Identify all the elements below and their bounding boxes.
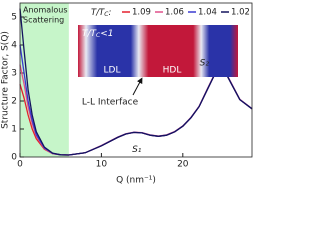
legend-title-part: : — [108, 8, 111, 18]
legend-label: 1.02 — [231, 8, 250, 18]
y-axis-label: Structure Factor, S(Q) — [1, 31, 11, 129]
highlight-label: Scattering — [23, 16, 64, 25]
legend-title-part: C — [104, 11, 109, 18]
legend-title-part: T/T — [91, 8, 105, 18]
inset-image — [78, 25, 238, 77]
x-axis-label: Q (nm⁻¹) — [116, 176, 156, 186]
inset-right-label: HDL — [163, 66, 182, 76]
plot-area: 0 10 20 0 1 2 3 4 5 — [11, 3, 253, 170]
pointer-label: L-L Interface — [82, 98, 139, 108]
y-tick-label: 1 — [11, 125, 17, 135]
legend-title: T/TC: — [91, 8, 111, 18]
legend-label: 1.06 — [165, 8, 184, 18]
y-tick-label: 0 — [11, 153, 17, 163]
peak-label: S₂ — [200, 59, 210, 69]
peak-label: S₁ — [132, 145, 142, 155]
x-tick-label: 10 — [96, 160, 108, 170]
x-tick-label: 0 — [17, 160, 23, 170]
pointer-arrow — [132, 77, 143, 96]
highlight-region — [20, 3, 69, 157]
y-tick-label: 3 — [11, 69, 17, 79]
inset-title: T/TC<1 — [82, 29, 114, 39]
highlight-label: Anomalous — [23, 6, 68, 15]
legend-label: 1.09 — [132, 8, 151, 18]
y-tick-label: 4 — [11, 41, 17, 51]
plot-frame — [19, 2, 253, 158]
y-tick-label: 5 — [11, 13, 17, 23]
x-tick-label: 20 — [177, 160, 189, 170]
chart: 0 10 20 0 1 2 3 4 5 T/TC<1 LDL HDL L-L Interface… — [1, 2, 253, 186]
legend-label: 1.04 — [198, 8, 217, 18]
inset-left-label: LDL — [104, 66, 121, 76]
y-tick-label: 2 — [11, 97, 17, 107]
